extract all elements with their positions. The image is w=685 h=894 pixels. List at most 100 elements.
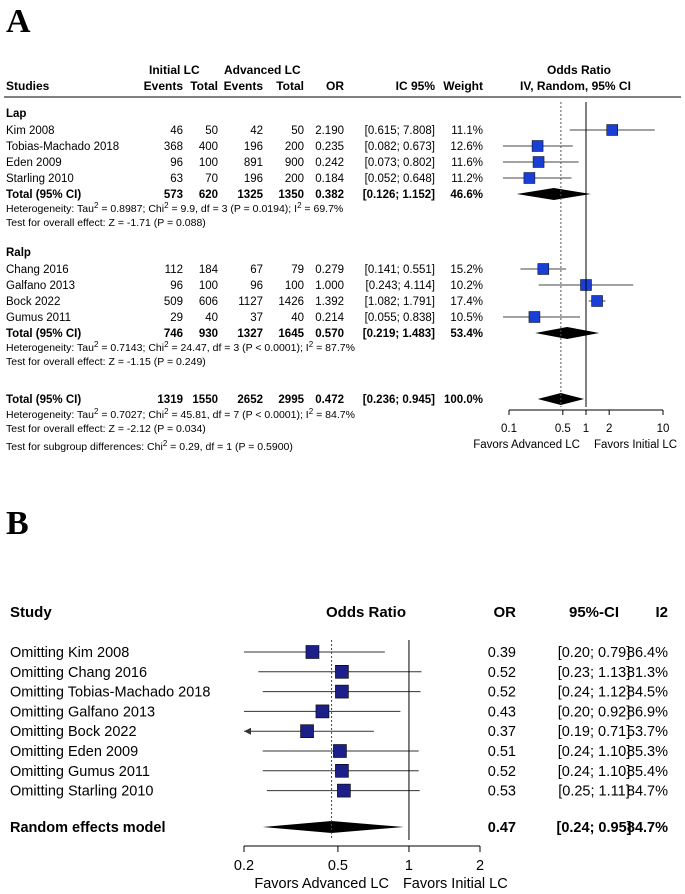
odds-ratio-plot-title: Odds Ratio <box>547 63 611 77</box>
a-study-1-0-label: Chang 2016 <box>6 264 69 276</box>
a-study-1-1-or: 1.000 <box>315 280 344 292</box>
a-study-0-2-e1: 96 <box>170 157 183 169</box>
a-subgroup-differences-test: Test for subgroup differences: Chi2 = 0.… <box>6 439 293 453</box>
b-row-5-ci: [0.24; 1.10] <box>558 744 631 760</box>
a-overall-total-ci: [0.236; 0.945] <box>363 394 435 406</box>
a-overall-total-label: Total (95% CI) <box>6 394 81 406</box>
b-row-4-ci: [0.19; 0.71] <box>558 724 631 740</box>
b-row-6-or: 0.52 <box>488 764 516 780</box>
a-subgroup-1-total-or: 0.570 <box>315 328 344 340</box>
b-row-5-square <box>333 744 347 758</box>
a-study-0-0-e2: 42 <box>250 125 263 137</box>
a-subgroup-0-total-t2: 1350 <box>278 189 304 201</box>
a-subgroup-1-total-e2: 1327 <box>237 328 263 340</box>
a-study-0-0-t2: 50 <box>291 125 304 137</box>
a-study-1-0-weight: 15.2% <box>450 264 483 276</box>
a-overall-total-weight: 100.0% <box>444 394 483 406</box>
b-overall-i2: 84.7% <box>627 820 668 836</box>
b-row-3-or: 0.43 <box>488 704 516 720</box>
a-study-0-2-ci: [0.073; 0.802] <box>365 157 435 169</box>
b-tick-label-1: 0.5 <box>328 858 348 874</box>
a-favors-right: Favors Initial LC <box>594 439 677 451</box>
b-row-2-square <box>335 684 349 699</box>
a-study-0-3-ci: [0.052; 0.648] <box>365 173 435 185</box>
a-favors-left: Favors Advanced LC <box>473 439 580 451</box>
a-subgroup-1-total-weight: 53.4% <box>450 328 483 340</box>
a-subgroup-0-total-t1: 620 <box>199 189 218 201</box>
a-subgroup-0-total-label: Total (95% CI) <box>6 189 81 201</box>
a-study-0-1-e2: 196 <box>244 141 263 153</box>
a-study-1-1-label: Galfano 2013 <box>6 280 75 292</box>
odds-ratio-plot-title-b: Odds Ratio <box>326 604 406 621</box>
a-study-0-1-t1: 400 <box>199 141 218 153</box>
b-row-1-i2: 81.3% <box>627 665 668 681</box>
a-study-1-1-weight: 10.2% <box>450 280 483 292</box>
a-study-1-2-e1: 509 <box>164 296 183 308</box>
b-row-0-ci: [0.20; 0.79] <box>558 645 631 661</box>
total1-column-header: Total <box>190 79 218 93</box>
b-row-1-or: 0.52 <box>488 665 516 681</box>
b-row-1-ci: [0.23; 1.13] <box>558 665 631 681</box>
panel-a: A Initial LC Advanced LC Odds Ratio Stud… <box>4 3 681 453</box>
a-study-1-0-square <box>537 263 550 275</box>
studies-column-header: Studies <box>6 79 50 93</box>
b-row-1-square <box>335 664 349 679</box>
a-study-1-1-t2: 100 <box>285 280 304 292</box>
b-row-6-label: Omitting Gumus 2011 <box>10 764 150 780</box>
or-column-header: OR <box>326 79 344 93</box>
b-row-7-or: 0.53 <box>488 784 516 800</box>
a-subgroup-1-total-e1: 746 <box>164 328 183 340</box>
a-overall-effect: Test for overall effect: Z = -2.12 (P = … <box>6 423 206 435</box>
a-study-0-3-e1: 63 <box>170 173 183 185</box>
a-subgroup-1-overall-effect: Test for overall effect: Z = -1.15 (P = … <box>6 356 206 368</box>
a-study-1-3-e1: 29 <box>170 312 183 324</box>
a-tick-label-0: 0.1 <box>501 423 517 435</box>
a-overall-total-e2: 2652 <box>237 394 263 406</box>
a-overall-total-e1: 1319 <box>157 394 183 406</box>
a-tick-label-4: 10 <box>657 423 670 435</box>
b-row-3-ci: [0.20; 0.92] <box>558 704 631 720</box>
a-study-0-1-square <box>531 140 544 152</box>
b-row-6-square <box>335 763 349 778</box>
a-tick-label-3: 2 <box>606 423 612 435</box>
a-study-1-0-t2: 79 <box>291 264 304 276</box>
a-study-0-3-t1: 70 <box>205 173 218 185</box>
subgroup-0-title: Lap <box>6 108 26 120</box>
a-subgroup-0-total-e2: 1325 <box>237 189 263 201</box>
a-study-1-0-e2: 67 <box>250 264 263 276</box>
a-subgroup-1-heterogeneity: Heterogeneity: Tau2 = 0.7143; Chi2 = 24.… <box>6 340 355 354</box>
b-row-7-label: Omitting Starling 2010 <box>10 784 153 800</box>
a-subgroup-0-heterogeneity: Heterogeneity: Tau2 = 0.8987; Chi2 = 9.9… <box>6 201 343 215</box>
a-study-0-2-t1: 100 <box>199 157 218 169</box>
a-study-1-1-e2: 96 <box>250 280 263 292</box>
a-study-0-2-e2: 891 <box>244 157 263 169</box>
a-study-1-3-t2: 40 <box>291 312 304 324</box>
a-overall-total-t1: 1550 <box>192 394 218 406</box>
a-study-1-2-label: Bock 2022 <box>6 296 60 308</box>
a-subgroup-0-total-e1: 573 <box>164 189 183 201</box>
panel-b-forest-plot: 0.2 0.5 1 2 Favors Advanced LC Favors Initial… <box>234 640 508 892</box>
weight-column-header: Weight <box>443 79 483 93</box>
b-row-7-i2: 84.7% <box>627 784 668 800</box>
a-study-0-1-ci: [0.082; 0.673] <box>365 141 435 153</box>
a-study-1-3-t1: 40 <box>205 312 218 324</box>
b-row-6-ci: [0.24; 1.10] <box>558 764 631 780</box>
a-subgroup-1-total-diamond <box>535 327 600 339</box>
advanced-lc-group-header: Advanced LC <box>224 63 301 77</box>
b-row-5-label: Omitting Eden 2009 <box>10 744 138 760</box>
a-subgroup-0-total-diamond <box>516 188 591 200</box>
a-study-0-2-weight: 11.6% <box>451 157 483 169</box>
a-study-0-3-t2: 200 <box>285 173 304 185</box>
panel-b-letter: B <box>6 505 29 542</box>
total2-column-header: Total <box>276 79 304 93</box>
b-favors-left: Favors Advanced LC <box>254 876 389 892</box>
a-study-0-3-e2: 196 <box>244 173 263 185</box>
ci-column-header-b: 95%-CI <box>569 604 619 621</box>
a-study-0-3-or: 0.184 <box>315 173 344 185</box>
a-subgroup-0-total-weight: 46.6% <box>450 189 483 201</box>
b-row-4-or: 0.37 <box>488 724 516 740</box>
a-study-1-2-weight: 17.4% <box>450 296 483 308</box>
a-study-0-0-or: 2.190 <box>315 125 344 137</box>
b-row-3-i2: 86.9% <box>627 704 668 720</box>
